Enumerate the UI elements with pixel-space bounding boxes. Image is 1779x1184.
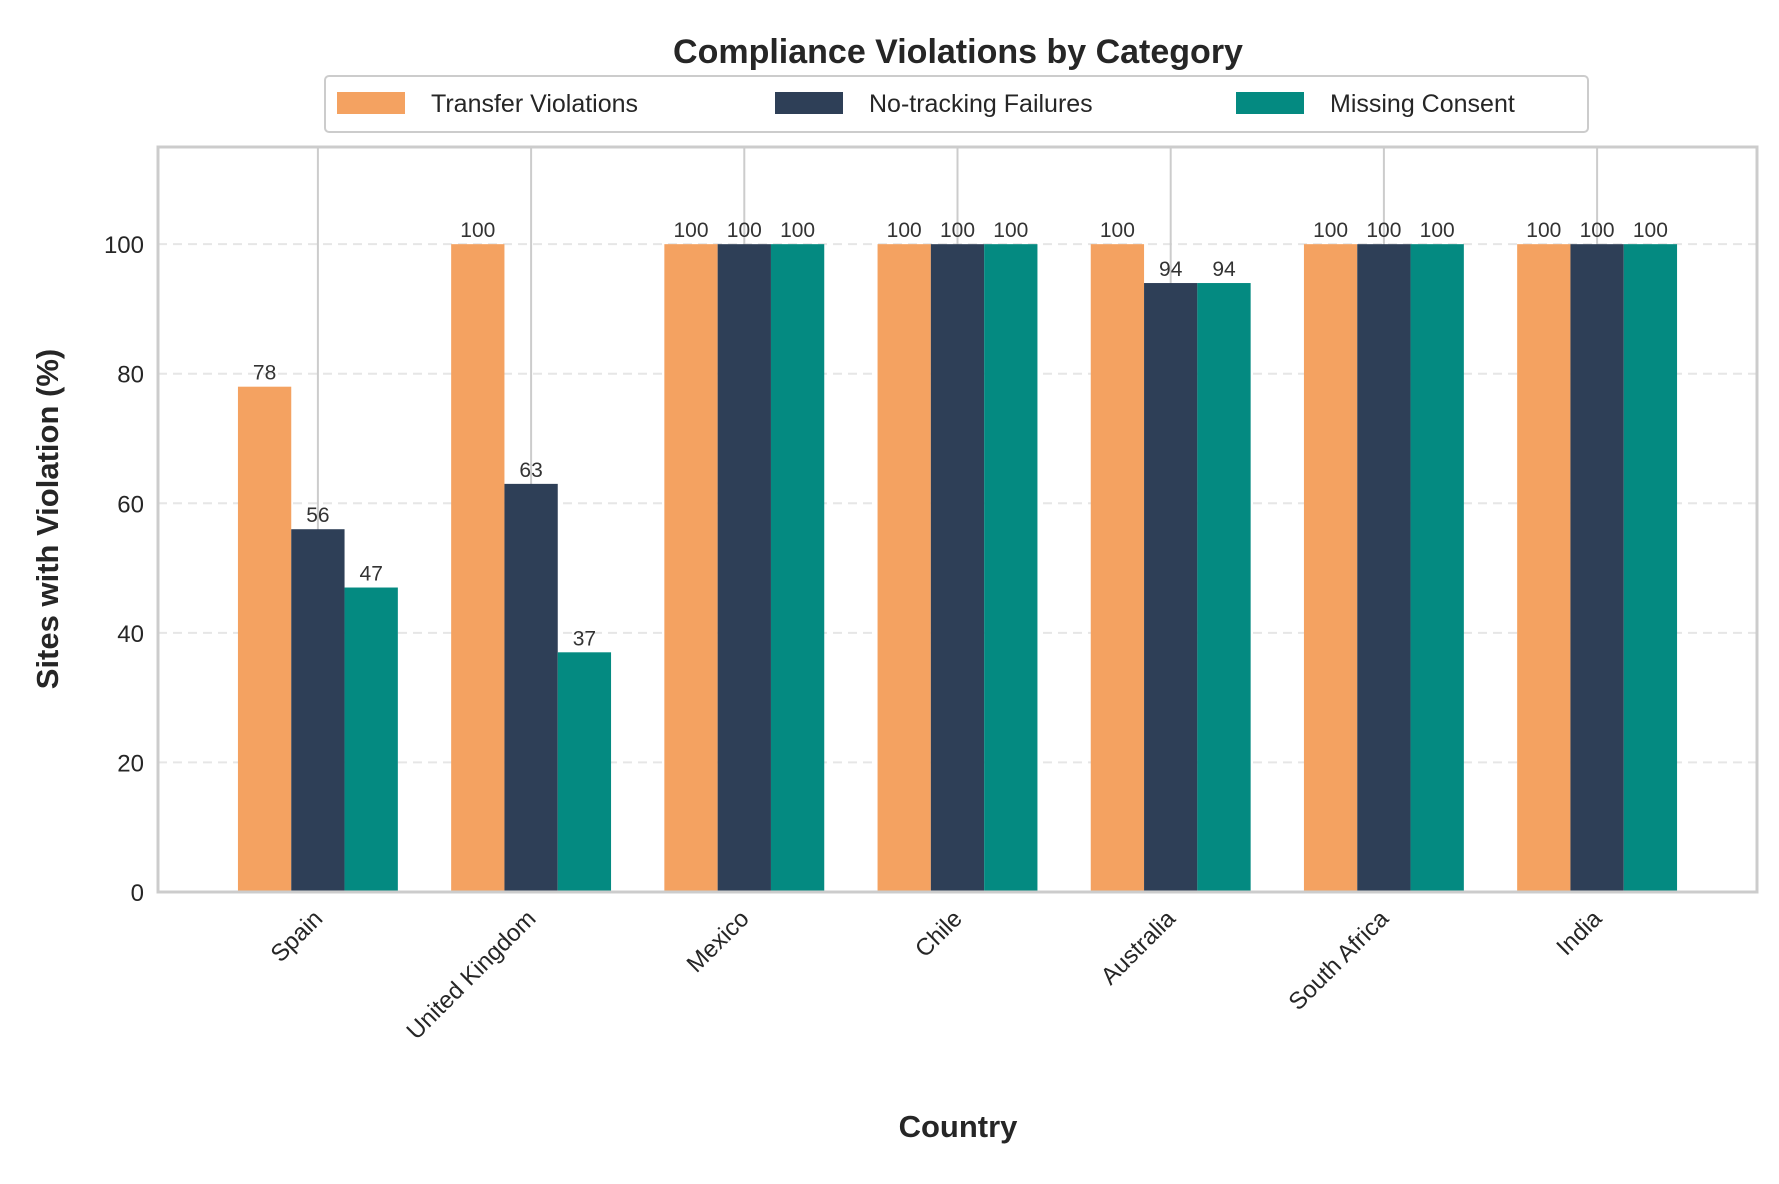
bar-value-label: 37	[573, 627, 596, 650]
bar	[344, 587, 398, 892]
legend-label: Transfer Violations	[431, 90, 638, 118]
bar	[504, 483, 558, 892]
bar	[1410, 244, 1464, 892]
legend-swatch	[1236, 92, 1304, 114]
bar	[1090, 244, 1145, 892]
legend-box	[324, 75, 1589, 133]
legend-swatch	[775, 92, 843, 114]
bar-value-label: 63	[519, 459, 542, 482]
bar-value-label: 100	[1526, 219, 1561, 242]
bar	[237, 386, 292, 892]
data-labels: 78 56 47 100 63 37 100 100 100 100 100 100 100 94 94 10…	[253, 219, 1668, 650]
bar	[291, 529, 345, 892]
y-tick-label: 60	[117, 491, 144, 518]
bar-value-label: 100	[887, 219, 922, 242]
legend: Transfer Violations No-tracking Failures M…	[324, 75, 1589, 133]
y-tick-label: 0	[131, 880, 144, 907]
bar-value-label: 47	[360, 563, 383, 586]
bar-value-label: 100	[460, 219, 495, 242]
bar-value-label: 100	[1100, 219, 1135, 242]
bar	[770, 244, 825, 892]
bar	[1197, 283, 1251, 893]
bar	[557, 652, 612, 892]
bar	[877, 244, 931, 892]
bar	[1357, 244, 1411, 892]
bar-value-label: 78	[253, 362, 276, 385]
bar	[1144, 283, 1198, 893]
bar	[1517, 244, 1571, 892]
bars	[237, 244, 1678, 893]
bar-value-label: 100	[1580, 219, 1615, 242]
y-axis-title: Sites with Violation (%)	[30, 349, 65, 689]
bar-value-label: 100	[1366, 219, 1401, 242]
bar-value-label: 100	[1313, 219, 1348, 242]
bar-value-label: 100	[727, 219, 762, 242]
bar	[1623, 244, 1678, 892]
legend-swatch	[337, 92, 405, 114]
bar-value-label: 100	[993, 219, 1028, 242]
chart-title: Compliance Violations by Category	[673, 33, 1243, 71]
bar	[984, 244, 1038, 892]
bar-value-label: 100	[780, 219, 815, 242]
y-tick-label: 100	[104, 232, 144, 259]
bar	[930, 244, 985, 892]
bar	[664, 244, 718, 892]
bar-value-label: 94	[1159, 258, 1183, 281]
y-tick-label: 80	[117, 362, 144, 389]
bar-value-label: 100	[673, 219, 708, 242]
legend-label: Missing Consent	[1330, 90, 1515, 118]
plot-frame	[156, 145, 1759, 894]
legend-label: No-tracking Failures	[869, 90, 1093, 118]
bar	[717, 244, 771, 892]
bar-value-label: 100	[1633, 219, 1668, 242]
y-tick-label: 40	[117, 621, 144, 648]
bar-value-label: 56	[306, 504, 329, 527]
bar	[1303, 244, 1358, 892]
bar	[451, 244, 505, 892]
y-axis-ticks: 0 20 40 60 80 100	[104, 232, 144, 907]
x-axis-title: Country	[899, 1109, 1019, 1144]
legend-items: Transfer Violations No-tracking Failures M…	[337, 90, 1515, 118]
y-tick-label: 20	[117, 750, 144, 777]
bar-value-label: 100	[940, 219, 975, 242]
bar-value-label: 94	[1212, 258, 1236, 281]
bar	[1570, 244, 1624, 892]
bar-value-label: 100	[1420, 219, 1455, 242]
